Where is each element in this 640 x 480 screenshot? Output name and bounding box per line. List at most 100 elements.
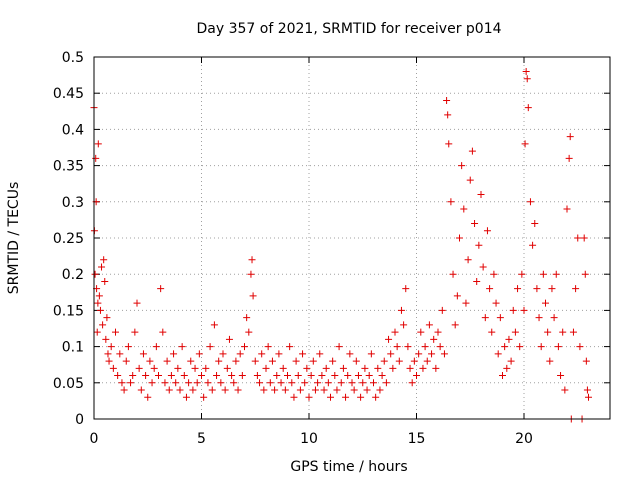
tick-labels: 0 0.05 0.1 0.15 0.2 0.25 0.3 0.35 0.4 0.45 0.5 0 5 10… [53, 50, 533, 447]
data-point [494, 350, 502, 358]
data-point [208, 386, 216, 394]
data-point [580, 234, 588, 242]
data-point [581, 270, 589, 278]
data-point [91, 270, 99, 278]
data-point [202, 364, 210, 372]
data-point [535, 314, 543, 322]
data-point [101, 277, 109, 285]
data-point [206, 343, 214, 351]
data-point [572, 285, 580, 293]
data-point [344, 372, 352, 380]
data-point [400, 321, 408, 329]
data-point [167, 372, 175, 380]
data-point [505, 335, 513, 343]
chart-title: Day 357 of 2021, SRMTID for receiver p01… [196, 21, 501, 37]
data-point [95, 292, 103, 300]
data-point [363, 386, 371, 394]
data-point [191, 364, 199, 372]
data-point [223, 364, 231, 372]
data-point [350, 386, 358, 394]
data-point [114, 372, 122, 380]
data-point [333, 386, 341, 394]
data-point [314, 379, 322, 387]
data-point [174, 364, 182, 372]
data-point [342, 393, 350, 401]
data-point [251, 357, 259, 365]
data-point [544, 328, 552, 336]
data-point [529, 241, 537, 249]
data-point [187, 357, 195, 365]
data-point [135, 364, 143, 372]
data-point [318, 372, 326, 380]
data-point [423, 357, 431, 365]
data-point [133, 299, 141, 307]
data-point [526, 198, 534, 206]
data-point [566, 133, 574, 141]
data-point [449, 270, 457, 278]
data-point [352, 357, 360, 365]
data-point [346, 350, 354, 358]
data-point [561, 386, 569, 394]
x-tick-label: 15 [408, 431, 426, 447]
data-point [127, 379, 135, 387]
data-point [456, 234, 463, 242]
data-point [385, 335, 393, 343]
data-point [215, 357, 223, 365]
data-point [103, 314, 111, 322]
x-tick-label: 10 [300, 431, 318, 447]
data-point [518, 270, 526, 278]
x-tick-label: 0 [90, 431, 99, 447]
y-axis-label: SRMTID / TECUs [6, 182, 22, 295]
data-point [150, 364, 158, 372]
data-point [477, 191, 485, 199]
x-tick-label: 5 [197, 431, 206, 447]
data-point [93, 328, 101, 336]
data-point [327, 393, 334, 401]
grid [94, 57, 610, 419]
data-point [146, 357, 154, 365]
y-tick-label: 0.45 [53, 86, 84, 102]
data-point [316, 350, 324, 358]
data-point [574, 234, 582, 242]
data-point [118, 379, 126, 387]
y-tick-label: 0.35 [53, 159, 84, 175]
data-point [98, 263, 106, 271]
data-point [335, 343, 343, 351]
y-tick-label: 0.4 [62, 122, 84, 138]
data-point [365, 372, 373, 380]
data-point [176, 386, 184, 394]
data-point [129, 372, 137, 380]
data-point [322, 364, 330, 372]
data-point [521, 140, 529, 148]
data-point [378, 372, 386, 380]
data-point [582, 357, 590, 365]
data-point [357, 393, 365, 401]
data-point [460, 205, 468, 213]
data-point [193, 379, 201, 387]
data-point [225, 335, 233, 343]
data-point [520, 306, 528, 314]
data-point [481, 314, 489, 322]
data-point [486, 285, 494, 293]
data-point [234, 386, 242, 394]
data-point [514, 285, 522, 293]
data-point [290, 393, 298, 401]
data-point [419, 364, 427, 372]
data-point [219, 350, 227, 358]
data-point [172, 379, 180, 387]
data-point [112, 328, 119, 336]
data-point [434, 328, 442, 336]
data-point [248, 256, 256, 264]
data-point [393, 343, 401, 351]
data-point [230, 379, 238, 387]
y-tick-label: 0 [75, 412, 84, 428]
y-tick-label: 0.5 [62, 50, 84, 66]
data-point [116, 350, 124, 358]
data-point [271, 386, 279, 394]
data-point [204, 379, 212, 387]
data-point [122, 357, 130, 365]
data-point [565, 154, 573, 162]
data-point [361, 364, 369, 372]
data-point [440, 350, 448, 358]
